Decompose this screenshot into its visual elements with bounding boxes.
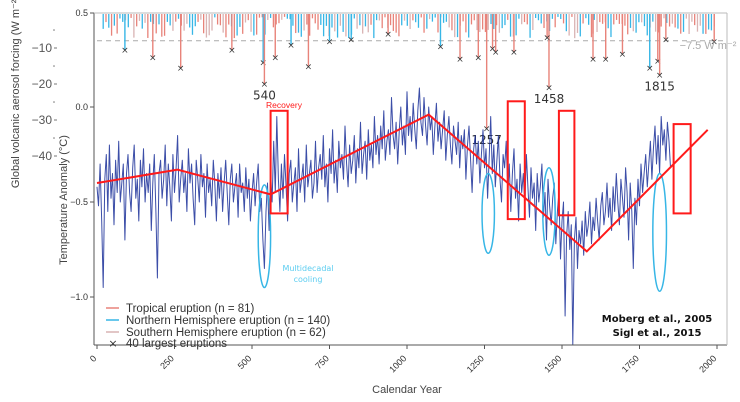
eruption-x-marker: ×	[646, 64, 654, 74]
y-axis-title: Temperature Anomaly (°C)	[58, 135, 70, 265]
cooling-ellipse	[542, 167, 556, 256]
x-tick-label: 250	[158, 353, 176, 371]
eruption-x-marker: ×	[589, 55, 597, 65]
temperature-series-layer	[96, 87, 671, 345]
eruption-x-marker: ×	[510, 48, 518, 58]
aerosol-tick-label: −40	[32, 149, 53, 163]
eruption-x-marker: ×	[602, 55, 610, 65]
recovery-box	[557, 109, 576, 217]
eruption-x-marker: ×	[261, 80, 269, 90]
x-tick-label: 1500	[542, 353, 563, 374]
eruption-year-label: 1815	[644, 80, 675, 94]
recovery-annotation: Recovery	[266, 100, 303, 110]
eruption-year-label: 540	[253, 89, 276, 103]
eruption-x-marker: ×	[305, 62, 313, 72]
eruption-x-marker: ×	[489, 44, 497, 54]
eruption-x-marker: ×	[437, 43, 445, 53]
eruption-x-marker: ×	[121, 46, 129, 56]
y-tick-label: −0.5	[70, 197, 88, 207]
aerosol-tick-label: −10	[32, 41, 53, 55]
aerosol-minor-tick	[53, 101, 55, 103]
eruption-x-marker: ×	[271, 53, 279, 63]
aerosol-tick-label: −20	[32, 77, 53, 91]
recovery-box	[269, 109, 289, 215]
x-tick-label: 2000	[697, 353, 718, 374]
aerosol-minor-tick	[53, 29, 55, 31]
credit-moberg: Moberg et al., 2005	[602, 314, 713, 325]
eruption-x-marker: ×	[492, 48, 500, 58]
x-tick-label: 750	[313, 353, 331, 371]
aerosol-axis-title: Global volcanic aerosol forcing (W m⁻²)	[10, 0, 22, 188]
eruption-bars: ×××××××××× ×××× ×××× ×××× ×××××× ×54012571458…	[97, 14, 727, 147]
y-tick-label: 0.0	[75, 102, 88, 112]
eruption-x-marker: ×	[287, 41, 295, 51]
eruption-x-marker: ×	[483, 125, 491, 135]
legend-label-tropical: Tropical eruption (n = 81)	[126, 303, 255, 315]
x-tick-label: 1250	[465, 353, 486, 374]
y-tick-label: 0.5	[75, 8, 88, 18]
x-tick-label: 1000	[387, 353, 408, 374]
legend-label-largest: 40 largest eruptions	[126, 338, 227, 350]
legend-label-nh: Northern Hemisphere eruption (n = 140)	[126, 315, 330, 327]
eruption-x-marker: ×	[545, 84, 553, 94]
eruption-x-marker: ×	[326, 37, 334, 47]
eruption-x-marker: ×	[662, 35, 670, 45]
x-tick-label: 0	[88, 353, 99, 364]
cooling-ellipse	[481, 172, 496, 255]
overlay-annotations	[96, 100, 709, 293]
legend-label-sh: Southern Hemisphere eruption (n = 62)	[126, 327, 326, 339]
aerosol-minor-tick	[53, 137, 55, 139]
eruption-x-marker: ×	[384, 30, 392, 40]
aerosol-minor-tick	[53, 65, 55, 67]
temperature-line	[96, 87, 671, 345]
threshold-label: −7.5 W m⁻²	[680, 40, 737, 52]
x-tick-label: 500	[236, 353, 254, 371]
recovery-box	[506, 100, 526, 221]
eruption-x-marker: ×	[149, 53, 157, 63]
eruption-x-marker: ×	[177, 64, 185, 74]
eruption-x-marker: ×	[656, 71, 664, 81]
multidecadal-annotation: Multidecadal	[282, 264, 333, 273]
eruption-x-marker: ×	[228, 46, 236, 56]
x-axis-title: Calendar Year	[372, 384, 442, 396]
cooling-annotation: cooling	[294, 275, 323, 284]
eruption-x-marker: ×	[347, 35, 355, 45]
eruption-x-marker: ×	[710, 37, 718, 47]
trend-line	[96, 113, 709, 253]
eruption-year-label: 1257	[471, 133, 502, 147]
eruption-x-marker: ×	[259, 59, 267, 69]
eruption-x-marker: ×	[456, 55, 464, 65]
eruption-x-marker: ×	[654, 57, 662, 67]
cooling-ellipse	[652, 172, 668, 293]
recovery-box	[672, 123, 692, 215]
aerosol-tick-label: −30	[32, 113, 53, 127]
cooling-ellipse	[257, 184, 272, 289]
eruption-x-marker: ×	[543, 34, 551, 44]
eruption-x-marker: ×	[475, 53, 483, 63]
legend-x-marker-icon: ×	[108, 337, 117, 350]
y-tick-label: −1.0	[70, 292, 88, 302]
x-tick-label: 1750	[620, 353, 641, 374]
legend: Tropical eruption (n = 81) Northern Hemi…	[106, 303, 330, 350]
eruption-year-label: 1458	[534, 92, 565, 106]
credit-sigl: Sigl et al., 2015	[613, 328, 702, 339]
eruption-x-marker: ×	[619, 50, 627, 60]
